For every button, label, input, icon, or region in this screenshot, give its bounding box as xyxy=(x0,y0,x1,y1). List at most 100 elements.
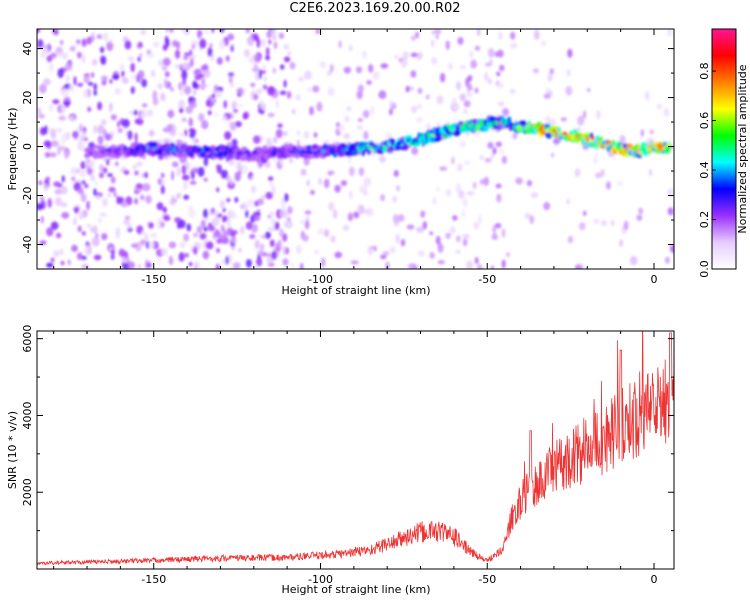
heatmap-speckle xyxy=(415,31,419,39)
heatmap-speckle xyxy=(203,29,209,34)
heatmap-speckle xyxy=(307,87,312,93)
heatmap-speckle xyxy=(106,41,114,51)
heatmap-speckle xyxy=(189,101,197,109)
heatmap-speckle xyxy=(379,155,386,163)
heatmap-speckle xyxy=(141,103,148,108)
heatmap-speckle xyxy=(230,82,235,88)
heatmap-speckle xyxy=(80,193,87,203)
heatmap-speckle xyxy=(80,170,86,178)
heatmap-speckle xyxy=(160,92,166,102)
heatmap-speckle xyxy=(53,250,60,258)
heatmap-speckle xyxy=(389,108,393,116)
heatmap-speckle xyxy=(330,235,336,243)
heatmap-speckle xyxy=(459,140,466,148)
heatmap-speckle xyxy=(462,197,468,207)
heatmap-speckle xyxy=(231,138,238,148)
heatmap-speckle xyxy=(491,233,498,240)
heatmap-speckle xyxy=(181,62,188,70)
heatmap-speckle xyxy=(560,117,567,122)
heatmap-speckle xyxy=(228,74,233,84)
heatmap-speckle xyxy=(455,183,461,193)
heatmap-speckle xyxy=(640,129,644,137)
heatmap-speckle xyxy=(44,151,51,158)
heatmap-speckle xyxy=(268,39,272,45)
heatmap-speckle xyxy=(50,221,59,230)
heatmap-speckle xyxy=(245,29,250,34)
heatmap-speckle xyxy=(587,87,591,93)
heatmap-speckle xyxy=(206,99,211,107)
heatmap-speckle xyxy=(107,173,113,178)
heatmap-x-label: Height of straight line (km) xyxy=(281,284,430,297)
heatmap-ridge-cell xyxy=(361,141,369,146)
heatmap-speckle xyxy=(250,82,256,88)
heatmap-ridge-cell xyxy=(210,145,217,151)
heatmap-speckle xyxy=(378,90,387,100)
heatmap-speckle xyxy=(300,168,307,176)
heatmap-speckle xyxy=(215,263,220,269)
heatmap-speckle xyxy=(203,177,208,182)
heatmap-speckle xyxy=(600,220,608,226)
heatmap-speckle xyxy=(132,164,137,170)
heatmap-speckle xyxy=(267,227,276,232)
heatmap-speckle xyxy=(497,81,504,90)
heatmap-speckle xyxy=(477,264,483,269)
heatmap-ridge-cell xyxy=(94,145,100,149)
colorbar-ticks: 0.0 0.2 0.4 0.6 0.8 xyxy=(698,62,716,278)
heatmap-speckle xyxy=(163,138,171,145)
heatmap-speckle xyxy=(227,181,236,190)
heatmap-speckle xyxy=(77,141,84,151)
y-tick-label: 40 xyxy=(21,42,34,56)
heatmap-speckle xyxy=(236,87,244,95)
x-tick-label: -100 xyxy=(308,573,333,586)
heatmap-speckle xyxy=(99,46,105,53)
heatmap-speckle xyxy=(216,57,223,65)
heatmap-speckle xyxy=(115,161,119,166)
heatmap-ridge-cell xyxy=(293,145,298,151)
heatmap-speckle xyxy=(344,115,350,123)
heatmap-speckle xyxy=(254,54,262,63)
heatmap-speckle xyxy=(227,227,233,236)
heatmap-speckle xyxy=(436,186,440,192)
heatmap-speckle xyxy=(250,223,259,233)
heatmap-speckle xyxy=(60,202,68,208)
heatmap-speckle xyxy=(85,223,93,229)
colorbar-tick-label: 0.8 xyxy=(698,62,711,80)
heatmap-speckle xyxy=(169,29,174,33)
heatmap-speckle xyxy=(198,113,205,122)
heatmap-speckle xyxy=(43,182,48,192)
heatmap-speckle xyxy=(181,117,187,122)
heatmap-speckle xyxy=(284,220,293,229)
heatmap-speckle xyxy=(207,47,213,57)
heatmap-speckle xyxy=(121,77,129,84)
heatmap-speckle xyxy=(203,156,209,167)
heatmap-speckle xyxy=(619,239,623,247)
heatmap-speckle xyxy=(131,74,137,80)
heatmap-speckle xyxy=(201,120,209,130)
heatmap-speckle xyxy=(167,109,175,119)
heatmap-speckle xyxy=(567,235,574,244)
heatmap-speckle xyxy=(88,159,95,169)
heatmap-speckle xyxy=(353,211,360,219)
heatmap-speckle xyxy=(270,217,276,227)
heatmap-speckle xyxy=(501,228,506,238)
x-tick-label: -150 xyxy=(141,273,166,286)
heatmap-speckle xyxy=(370,105,375,116)
heatmap-speckle xyxy=(193,261,200,269)
heatmap-y-label: Frequency (Hz) xyxy=(6,108,19,191)
heatmap-speckle xyxy=(410,52,418,58)
heatmap-speckle xyxy=(282,245,287,256)
heatmap-speckle xyxy=(160,172,165,179)
heatmap-speckle xyxy=(533,29,540,40)
heatmap-speckle xyxy=(53,181,61,187)
heatmap-speckle xyxy=(219,199,226,209)
heatmap-speckle xyxy=(484,158,492,163)
heatmap-frame xyxy=(36,28,675,270)
heatmap-speckle xyxy=(470,59,478,69)
heatmap-speckle xyxy=(394,54,399,59)
heatmap-speckle xyxy=(663,107,670,117)
heatmap-speckle xyxy=(179,132,184,137)
heatmap-speckle xyxy=(593,218,600,224)
heatmap-speckle xyxy=(410,70,417,78)
heatmap-speckle xyxy=(343,133,350,140)
heatmap-speckle xyxy=(214,229,221,238)
